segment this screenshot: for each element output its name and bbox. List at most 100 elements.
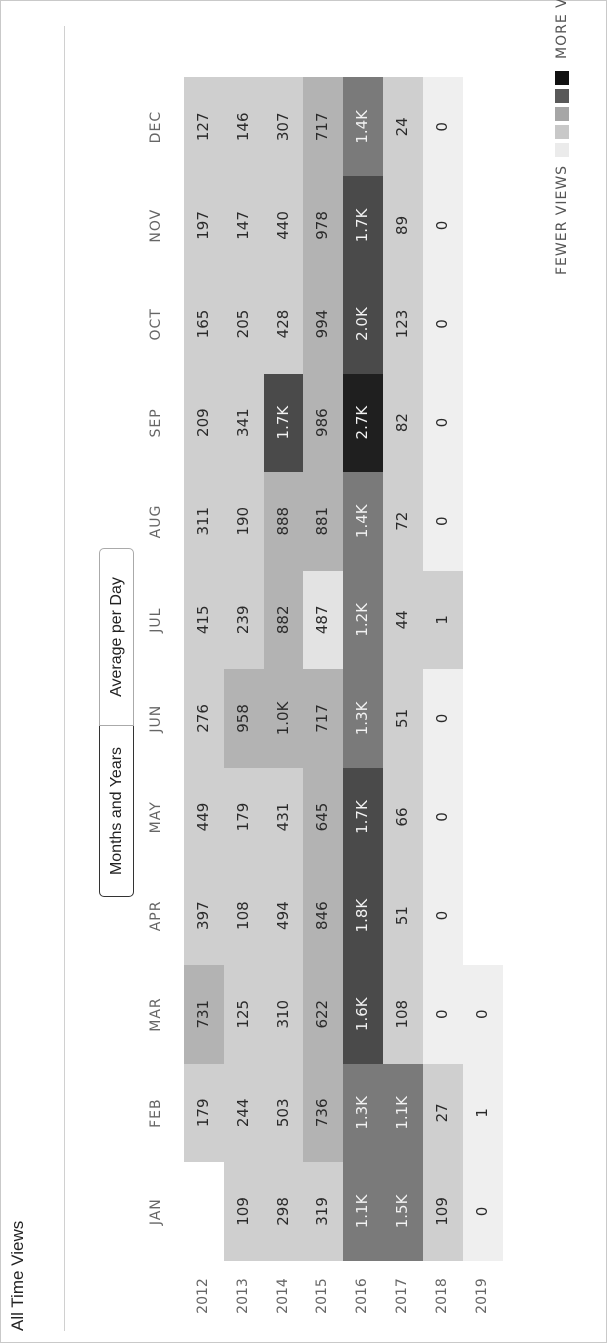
heatmap-cell[interactable]: 44 xyxy=(383,570,424,670)
heatmap-cell[interactable]: 0 xyxy=(422,668,464,768)
legend-swatch-2 xyxy=(555,124,569,139)
heatmap-cell[interactable]: 125 xyxy=(223,964,265,1064)
heatmap-cell[interactable]: 147 xyxy=(223,175,265,275)
heatmap-cell[interactable]: 0 xyxy=(422,964,464,1064)
heatmap-cell[interactable]: 736 xyxy=(303,1063,344,1163)
heatmap-cell[interactable]: 846 xyxy=(303,866,344,966)
heatmap-cell[interactable]: 622 xyxy=(303,964,344,1064)
heatmap-cell[interactable]: 645 xyxy=(303,767,344,867)
heatmap-cell[interactable]: 190 xyxy=(223,471,265,571)
heatmap-cell[interactable]: 310 xyxy=(263,964,304,1064)
heatmap-cell[interactable]: 209 xyxy=(184,373,225,473)
heatmap-cell[interactable]: 1.0K xyxy=(263,668,304,768)
heatmap-cell[interactable]: 0 xyxy=(422,274,464,374)
heatmap-cell[interactable]: 146 xyxy=(223,77,265,177)
heatmap-cell[interactable]: 431 xyxy=(263,767,304,867)
heatmap-cell[interactable]: 1.2K xyxy=(343,570,384,670)
heatmap-cell[interactable]: 1.4K xyxy=(343,471,384,571)
heatmap-cell[interactable]: 179 xyxy=(223,767,265,867)
heatmap-cell[interactable]: 1.6K xyxy=(343,964,384,1064)
heatmap-cell[interactable]: 1.7K xyxy=(343,767,384,867)
heatmap-cell[interactable]: 958 xyxy=(223,668,265,768)
average-per-day-button[interactable]: Average per Day xyxy=(99,548,134,726)
page-title: All Time Views xyxy=(8,1220,27,1331)
months-and-years-button[interactable]: Months and Years xyxy=(99,725,134,897)
heatmap-cell[interactable]: 108 xyxy=(223,866,265,966)
heatmap-cell[interactable]: 986 xyxy=(303,373,344,473)
heatmap-cell[interactable]: 0 xyxy=(462,964,503,1064)
year-label-2013: 2013 xyxy=(234,1278,251,1314)
heatmap-cell[interactable]: 127 xyxy=(184,77,225,177)
heatmap-cell[interactable]: 311 xyxy=(184,471,225,571)
heatmap-cell[interactable]: 307 xyxy=(263,77,304,177)
heatmap-cell[interactable]: 994 xyxy=(303,274,344,374)
heatmap-cell[interactable]: 1.7K xyxy=(263,373,304,473)
heatmap-cell[interactable]: 82 xyxy=(383,373,424,473)
legend-swatch-1 xyxy=(555,142,569,157)
heatmap-cell[interactable]: 882 xyxy=(263,570,304,670)
heatmap-cell[interactable]: 449 xyxy=(184,767,225,867)
heatmap-cell[interactable]: 428 xyxy=(263,274,304,374)
heatmap-cell[interactable]: 487 xyxy=(303,570,344,670)
heatmap-cell[interactable]: 0 xyxy=(422,373,464,473)
heatmap-cell[interactable]: 1 xyxy=(422,570,464,670)
heatmap-cell[interactable]: 731 xyxy=(184,964,225,1064)
heatmap-cell[interactable]: 0 xyxy=(422,175,464,275)
month-header-sep: SEP xyxy=(148,408,164,438)
heatmap-cell[interactable]: 109 xyxy=(223,1161,265,1261)
heatmap-cell[interactable]: 503 xyxy=(263,1063,304,1163)
heatmap-cell[interactable]: 179 xyxy=(184,1063,225,1163)
heatmap-cell[interactable]: 0 xyxy=(422,866,464,966)
heatmap-cell[interactable]: 51 xyxy=(383,668,424,768)
heatmap-cell[interactable]: 319 xyxy=(303,1161,344,1261)
year-label-2017: 2017 xyxy=(394,1278,410,1314)
heatmap-cell[interactable]: 494 xyxy=(263,866,304,966)
year-label-2012: 2012 xyxy=(195,1278,211,1314)
heatmap-cell[interactable]: 205 xyxy=(223,274,265,374)
heatmap-cell[interactable]: 888 xyxy=(263,471,304,571)
heatmap-cell[interactable]: 298 xyxy=(263,1161,304,1261)
heatmap-cell[interactable]: 109 xyxy=(422,1161,464,1261)
heatmap-cell[interactable]: 2.7K xyxy=(343,373,384,473)
heatmap-cell[interactable]: 89 xyxy=(383,175,424,275)
heatmap-cell[interactable]: 978 xyxy=(303,175,344,275)
heatmap-cell[interactable]: 123 xyxy=(383,274,424,374)
heatmap-cell[interactable]: 72 xyxy=(383,471,424,571)
heatmap-cell[interactable]: 276 xyxy=(184,668,225,768)
heatmap-cell[interactable]: 24 xyxy=(383,77,424,177)
heatmap-cell[interactable]: 1.1K xyxy=(343,1161,384,1261)
heatmap-cell[interactable]: 881 xyxy=(303,471,344,571)
heatmap-cell[interactable]: 27 xyxy=(422,1063,464,1163)
heatmap-cell[interactable]: 2.0K xyxy=(343,274,384,374)
heatmap-cell[interactable]: 440 xyxy=(263,175,304,275)
heatmap-cell[interactable]: 415 xyxy=(184,570,225,670)
heatmap-cell[interactable]: 165 xyxy=(184,274,225,374)
heatmap-cell[interactable]: 1.8K xyxy=(343,866,384,966)
heatmap-cell[interactable]: 51 xyxy=(383,866,424,966)
heatmap-cell[interactable]: 341 xyxy=(223,373,265,473)
heatmap-cell[interactable]: 397 xyxy=(184,866,225,966)
heatmap-cell[interactable]: 717 xyxy=(303,668,344,768)
heatmap-cell[interactable]: 1.4K xyxy=(343,77,384,177)
heatmap-cell[interactable]: 1.5K xyxy=(383,1161,424,1261)
heatmap-cell[interactable]: 0 xyxy=(462,1161,503,1261)
heatmap-cell[interactable]: 0 xyxy=(422,471,464,571)
heatmap-cell[interactable] xyxy=(184,1162,224,1261)
heatmap-cell[interactable]: 244 xyxy=(223,1063,265,1163)
heatmap-cell[interactable]: 1.1K xyxy=(383,1063,424,1163)
heatmap-cell[interactable]: 1 xyxy=(462,1063,503,1163)
legend-swatch-4 xyxy=(555,88,569,103)
year-label-2016: 2016 xyxy=(354,1278,371,1314)
month-header-jul: JUL xyxy=(148,607,164,633)
heatmap-cell[interactable]: 239 xyxy=(223,570,265,670)
heatmap-cell[interactable]: 108 xyxy=(383,964,424,1064)
heatmap-cell[interactable]: 0 xyxy=(422,77,464,177)
heatmap-cell[interactable]: 66 xyxy=(383,767,424,867)
heatmap-cell[interactable]: 717 xyxy=(303,77,344,177)
heatmap-cell[interactable]: 1.7K xyxy=(343,175,384,275)
heatmap-cell[interactable]: 1.3K xyxy=(343,1063,384,1163)
heatmap-cell[interactable]: 197 xyxy=(184,175,225,275)
heatmap-cell[interactable]: 0 xyxy=(422,767,464,867)
heatmap-cell[interactable]: 1.3K xyxy=(343,668,384,768)
